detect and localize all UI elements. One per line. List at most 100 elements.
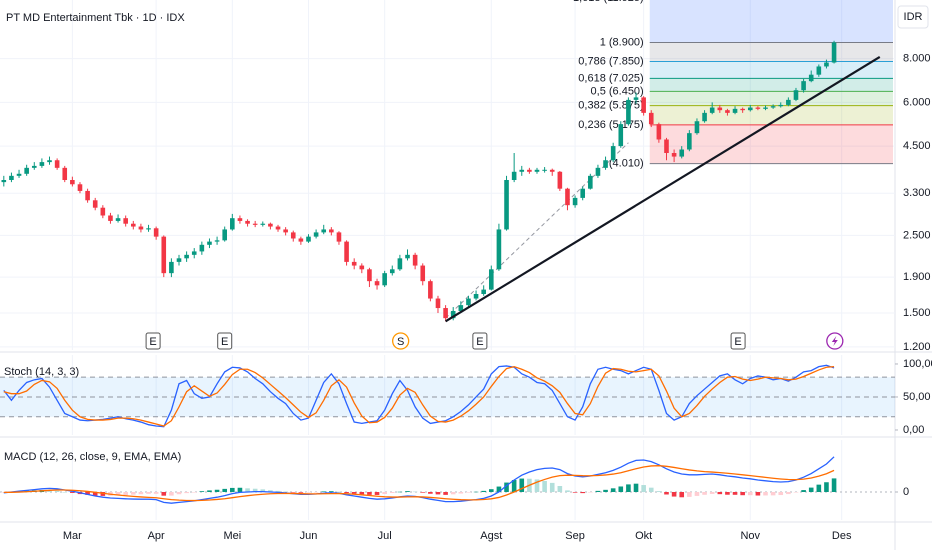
candle-body	[397, 258, 403, 270]
fib-label: 0,382 (5.875)	[578, 99, 643, 111]
histogram-bar	[618, 486, 624, 492]
candle-body	[130, 223, 136, 227]
histogram-bar	[191, 492, 197, 493]
candle-body	[496, 229, 502, 270]
histogram-bar	[351, 492, 357, 494]
candle-body	[435, 298, 441, 309]
x-tick-label: Agst	[480, 530, 502, 542]
fib-label: (4.010)	[609, 158, 644, 170]
histogram-bar	[100, 492, 106, 496]
candle-body	[260, 223, 266, 225]
histogram-bar	[420, 492, 426, 493]
histogram-bar	[207, 490, 212, 492]
candle-body	[466, 298, 471, 306]
candle-body	[382, 273, 387, 286]
histogram-bar	[542, 480, 547, 492]
candle-body	[336, 232, 342, 242]
event-label: E	[149, 336, 156, 348]
histogram-bar	[831, 478, 837, 492]
histogram-bar	[130, 492, 136, 495]
histogram-bar	[801, 490, 806, 492]
histogram-bar	[793, 492, 799, 493]
event-marker	[392, 332, 410, 350]
candle-body	[610, 146, 616, 161]
event-marker	[472, 332, 488, 350]
candle-body	[1, 179, 7, 183]
histogram-bar	[466, 492, 471, 493]
event-marker	[730, 332, 746, 350]
histogram-bar	[329, 491, 334, 492]
candle-body	[115, 218, 121, 221]
histogram-bar	[778, 492, 784, 496]
candle-body	[153, 228, 159, 237]
candle-body	[47, 160, 52, 163]
candle-body	[458, 305, 464, 312]
histogram-bar	[367, 492, 372, 495]
histogram-bar	[709, 492, 715, 494]
fib-label: 0,618 (7.025)	[578, 72, 643, 84]
candle-body	[488, 269, 494, 290]
candle-body	[450, 311, 456, 319]
candle-body	[230, 218, 235, 230]
candle-body	[527, 169, 532, 172]
y-tick-label: 1.500	[903, 307, 931, 319]
histogram-bar	[405, 491, 410, 492]
y-tick-label: 0	[903, 486, 909, 498]
candle-body	[389, 269, 395, 274]
y-tick-label: 50,00	[903, 391, 931, 403]
histogram-bar	[115, 492, 121, 496]
x-tick-label: Mar	[63, 530, 82, 542]
histogram-bar	[687, 492, 692, 497]
histogram-bar	[473, 491, 479, 493]
histogram-bar	[443, 492, 448, 495]
histogram-bar	[374, 492, 380, 495]
candle-body	[740, 108, 745, 111]
candle-body	[763, 107, 768, 109]
candle-body	[31, 165, 37, 168]
trendline	[445, 56, 881, 323]
histogram-bar	[306, 492, 311, 493]
candle-body	[9, 175, 14, 180]
candle-body	[351, 261, 357, 266]
event-label: E	[221, 336, 228, 348]
pane-body	[0, 440, 895, 520]
histogram-bar	[671, 492, 677, 497]
candle-body	[648, 112, 654, 125]
histogram-bar	[565, 490, 570, 492]
y-tick-label: 1.900	[903, 271, 931, 283]
histogram-bar	[679, 492, 685, 498]
candle-body	[169, 261, 174, 274]
candle-body	[572, 197, 578, 206]
fib-label: 1,618 (11.925)	[573, 0, 644, 4]
candle-body	[62, 167, 68, 180]
histogram-bar	[770, 492, 776, 496]
candle-body	[108, 215, 113, 221]
candle-body	[184, 254, 189, 259]
histogram-bar	[230, 487, 235, 492]
x-tick-label: Sep	[565, 530, 585, 542]
candle-body	[138, 226, 144, 230]
x-tick-label: Des	[832, 530, 852, 542]
candle-body	[542, 169, 547, 171]
candle-body	[702, 112, 707, 122]
fib-zone	[649, 0, 893, 43]
candle-body	[92, 200, 98, 208]
histogram-bar	[808, 487, 814, 492]
y-tick-label: 0,00	[903, 424, 924, 436]
candle-body	[24, 167, 29, 174]
histogram-bar	[298, 492, 304, 493]
candle-body	[367, 269, 372, 282]
histogram-bar	[572, 492, 578, 493]
y-tick-label: 4.500	[903, 140, 931, 152]
histogram-bar	[732, 492, 738, 495]
candle-body	[732, 108, 738, 113]
candle-body	[54, 160, 60, 168]
candle-body	[252, 223, 258, 225]
x-tick-label: Okt	[635, 530, 652, 542]
candle-body	[534, 169, 540, 172]
y-tick-label: 100,00	[903, 358, 932, 370]
histogram-bar	[62, 492, 68, 493]
candle-body	[428, 281, 433, 299]
histogram-bar	[603, 489, 608, 492]
